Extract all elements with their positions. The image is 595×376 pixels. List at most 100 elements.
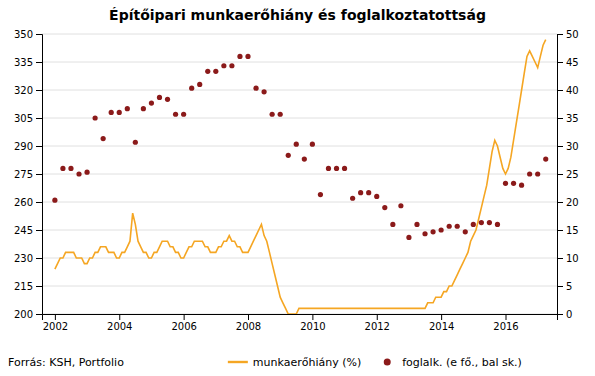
point	[366, 190, 371, 195]
tick-mark	[557, 62, 563, 63]
point	[487, 220, 492, 225]
point	[173, 112, 178, 117]
point	[197, 82, 202, 87]
point	[439, 227, 444, 232]
point	[76, 171, 81, 176]
tick-label: 0	[566, 309, 572, 320]
point	[374, 194, 379, 199]
tick-label: 2006	[171, 321, 196, 332]
point	[149, 100, 154, 105]
point	[213, 69, 218, 74]
point	[133, 140, 138, 145]
tick-label: 35	[566, 113, 579, 124]
point	[382, 205, 387, 210]
point	[237, 54, 242, 59]
tick-mark	[36, 314, 42, 315]
tick-mark	[36, 90, 42, 91]
tick-mark	[557, 90, 563, 91]
grid-line	[42, 230, 557, 231]
point	[358, 190, 363, 195]
tick: 2010	[300, 314, 325, 332]
grid-line	[42, 62, 557, 63]
point	[326, 166, 331, 171]
point	[60, 166, 65, 171]
tick-label: 245	[14, 225, 33, 236]
legend-label: munkaerőhiány (%)	[253, 356, 361, 369]
point	[165, 97, 170, 102]
point	[527, 171, 532, 176]
tick-label: 275	[14, 169, 33, 180]
tick: 2006	[171, 314, 196, 332]
tick: 2016	[493, 314, 518, 332]
tick-label: 2016	[493, 321, 518, 332]
point	[511, 181, 516, 186]
scatter-series	[52, 54, 548, 240]
point	[245, 54, 250, 59]
tick-mark	[377, 314, 378, 320]
tick-mark	[557, 286, 563, 287]
y2-axis: 05101520253035404550	[557, 29, 579, 320]
point	[471, 222, 476, 227]
tick-label: 320	[14, 85, 33, 96]
x-axis: 20022004200620082010201220142016	[43, 314, 558, 332]
title: Építőipari munkaerőhiány és foglalkoztat…	[109, 7, 486, 23]
tick: 2004	[107, 314, 132, 332]
tick-mark	[36, 258, 42, 259]
tick-mark	[312, 314, 313, 320]
grid-line	[42, 202, 557, 203]
point	[463, 229, 468, 234]
marks	[52, 40, 548, 314]
tick-mark	[557, 202, 563, 203]
tick: 335	[14, 57, 42, 68]
point	[294, 142, 299, 147]
point	[334, 166, 339, 171]
source: Forrás: KSH, Portfolio	[8, 356, 124, 369]
point	[479, 220, 484, 225]
tick: 20	[557, 197, 579, 208]
plot-area: 2002200420062008201020122014201620021523…	[14, 29, 579, 332]
tick-label: 10	[566, 253, 579, 264]
grid	[42, 34, 557, 314]
tick-mark	[36, 230, 42, 231]
tick-label: 2004	[107, 321, 132, 332]
tick-label: 15	[566, 225, 579, 236]
point	[503, 181, 508, 186]
tick: 2014	[429, 314, 454, 332]
tick-label: 25	[566, 169, 579, 180]
grid-line	[42, 34, 557, 35]
tick-mark	[557, 146, 563, 147]
tick-mark	[36, 202, 42, 203]
point	[302, 156, 307, 161]
tick: 15	[557, 225, 579, 236]
point	[270, 112, 275, 117]
tick-mark	[36, 34, 42, 35]
tick: 45	[557, 57, 579, 68]
tick: 40	[557, 85, 579, 96]
tick-mark	[36, 174, 42, 175]
legend-swatch	[384, 359, 391, 366]
point	[390, 222, 395, 227]
point	[181, 112, 186, 117]
tick-label: 230	[14, 253, 33, 264]
tick-label: 350	[14, 29, 33, 40]
tick-mark	[36, 62, 42, 63]
tick-label: 215	[14, 281, 33, 292]
point	[398, 203, 403, 208]
tick: 320	[14, 85, 42, 96]
legend-item: munkaerőhiány (%)	[228, 356, 361, 369]
point	[519, 183, 524, 188]
grid-line	[42, 90, 557, 91]
tick: 230	[14, 253, 42, 264]
tick-mark	[36, 118, 42, 119]
tick-mark	[36, 286, 42, 287]
point	[342, 166, 347, 171]
legend: munkaerőhiány (%)foglalk. (e fő., bal sk…	[228, 356, 522, 369]
tick: 350	[14, 29, 42, 40]
tick-label: 20	[566, 197, 579, 208]
chart: 2002200420062008201020122014201620021523…	[0, 0, 595, 376]
point	[101, 136, 106, 141]
tick: 260	[14, 197, 42, 208]
line-series	[55, 40, 546, 314]
point	[117, 110, 122, 115]
point	[125, 106, 130, 111]
